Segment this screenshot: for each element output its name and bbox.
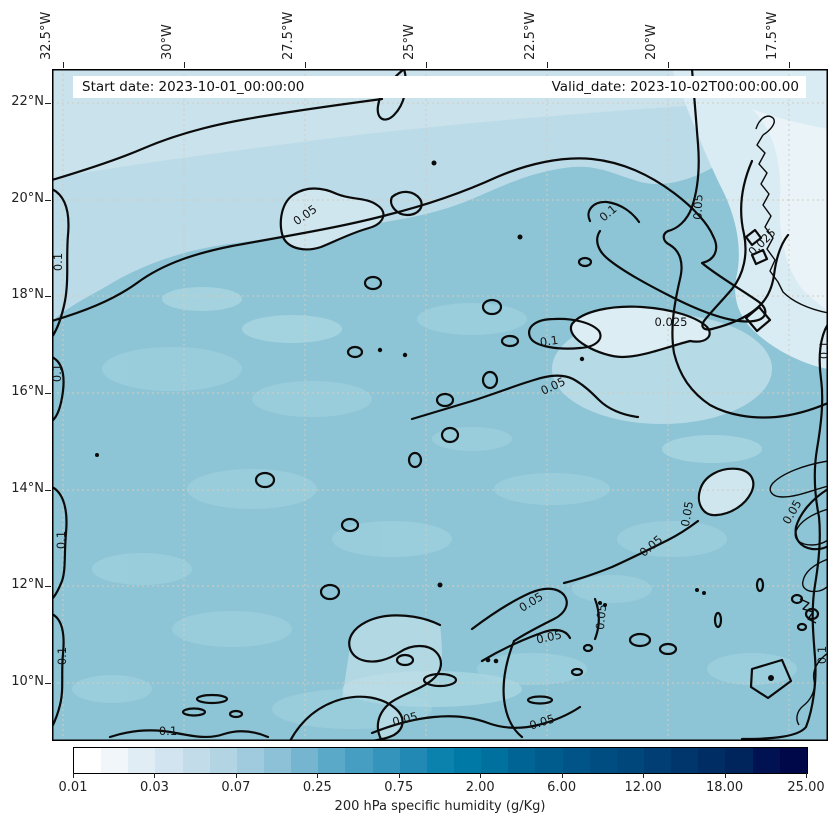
lat-tick-label: 10°N <box>11 674 44 689</box>
valid-date-box: Valid_date: 2023-10-02T00:00:00.00 <box>437 76 806 98</box>
top-axis-tick <box>63 62 64 68</box>
lon-tick-label: 20°W <box>644 24 659 60</box>
graticule <box>52 69 828 741</box>
colorbar-segment <box>725 748 753 773</box>
top-axis-tick <box>426 62 427 68</box>
contour-lines <box>52 69 828 741</box>
colorbar-tick <box>724 773 726 778</box>
colorbar-tick-label: 25.00 <box>787 780 825 795</box>
top-axis-tick <box>668 62 669 68</box>
colorbar-tick-label: 0.03 <box>139 780 169 795</box>
contour-label: 0.1 <box>50 363 64 383</box>
contour-label: 0.1 <box>538 332 560 350</box>
colorbar-segment <box>209 748 237 773</box>
lat-tick-label: 22°N <box>11 94 44 109</box>
top-axis-tick <box>184 62 185 68</box>
colorbar-segment <box>453 748 482 773</box>
colorbar-segment <box>74 748 102 773</box>
colorbar <box>73 747 808 774</box>
colorbar-tick <box>154 773 156 778</box>
colorbar-segment <box>508 748 536 773</box>
colorbar-tick-label: 18.00 <box>705 780 744 795</box>
left-axis-tick <box>45 490 51 491</box>
colorbar-segment <box>155 748 183 773</box>
colorbar-segment <box>182 748 210 773</box>
colorbar-segment <box>752 748 780 773</box>
colorbar-segment <box>291 748 319 773</box>
colorbar-tick <box>317 773 319 778</box>
lat-tick-label: 14°N <box>11 481 44 496</box>
colorbar-tick <box>73 773 74 778</box>
colorbar-segment <box>426 748 454 773</box>
contour-label: 0.1 <box>815 645 829 665</box>
colorbar-segment <box>128 748 156 773</box>
colorbar-segment <box>481 748 509 773</box>
colorbar-segment <box>318 748 346 773</box>
map-border <box>52 69 828 741</box>
colorbar-tick <box>398 773 400 778</box>
colorbar-tick <box>561 773 563 778</box>
lat-tick-label: 20°N <box>11 191 44 206</box>
contour-label: 0.1 <box>54 530 68 550</box>
colorbar-tick-label: 2.00 <box>465 780 495 795</box>
contour-specks <box>95 160 774 681</box>
colorbar-label: 200 hPa specific humidity (g/Kg) <box>334 799 546 814</box>
left-axis-tick <box>45 200 51 201</box>
colorbar-segment <box>562 748 590 773</box>
colorbar-tick <box>806 773 807 778</box>
contour-label: 0.1 <box>817 340 831 360</box>
lat-tick-label: 16°N <box>11 384 44 399</box>
colorbar-segment <box>671 748 699 773</box>
contour-label: 0.1 <box>51 252 65 272</box>
colorbar-tick-label: 6.00 <box>547 780 577 795</box>
top-axis-tick <box>547 62 548 68</box>
colorbar-tick-label: 0.75 <box>384 780 414 795</box>
colorbar-segment <box>535 748 563 773</box>
colorbar-tick <box>643 773 645 778</box>
lon-tick-label: 27.5°W <box>281 11 296 60</box>
colorbar-tick <box>480 773 482 778</box>
valid-date-text: Valid_date: 2023-10-02T00:00:00.00 <box>551 79 799 95</box>
left-axis-tick <box>45 296 51 297</box>
colorbar-segment <box>345 748 373 773</box>
colorbar-segment <box>779 748 807 773</box>
lon-tick-label: 30°W <box>160 24 175 60</box>
lat-tick-label: 18°N <box>11 287 44 302</box>
contour-label: 0.05 <box>690 193 706 221</box>
colorbar-tick <box>235 773 237 778</box>
contour-label: 0.05 <box>592 603 610 631</box>
contour-label: 0.1 <box>55 646 69 666</box>
contour-label: 0.025 <box>654 315 688 329</box>
top-axis-tick <box>789 62 790 68</box>
colorbar-segment <box>698 748 726 773</box>
lat-tick-label: 12°N <box>11 577 44 592</box>
colorbar-segment <box>399 748 427 773</box>
humidity-map <box>52 69 828 741</box>
lon-tick-label: 32.5°W <box>39 11 54 60</box>
left-axis-tick <box>45 393 51 394</box>
start-date-text: Start date: 2023-10-01_00:00:00 <box>82 79 305 95</box>
lon-tick-label: 22.5°W <box>523 11 538 60</box>
colorbar-segment <box>589 748 617 773</box>
colorbar-segment <box>616 748 644 773</box>
top-axis-tick <box>305 62 306 68</box>
left-axis-tick <box>45 103 51 104</box>
left-axis-tick <box>45 683 51 684</box>
start-date-box: Start date: 2023-10-01_00:00:00 <box>73 76 437 98</box>
colorbar-segment <box>101 748 129 773</box>
colorbar-segment <box>236 748 264 773</box>
colorbar-tick-label: 12.00 <box>624 780 662 795</box>
colorbar-tick-label: 0.25 <box>302 780 332 795</box>
colorbar-tick-label: 0.07 <box>221 780 251 795</box>
lon-tick-label: 17.5°W <box>765 11 780 60</box>
colorbar-tick-label: 0.01 <box>58 780 88 795</box>
colorbar-segment <box>372 748 400 773</box>
colorbar-segment <box>643 748 672 773</box>
left-axis-tick <box>45 586 51 587</box>
colorbar-segment <box>263 748 292 773</box>
contour-label: 0.1 <box>158 724 178 738</box>
lon-tick-label: 25°W <box>402 24 417 60</box>
